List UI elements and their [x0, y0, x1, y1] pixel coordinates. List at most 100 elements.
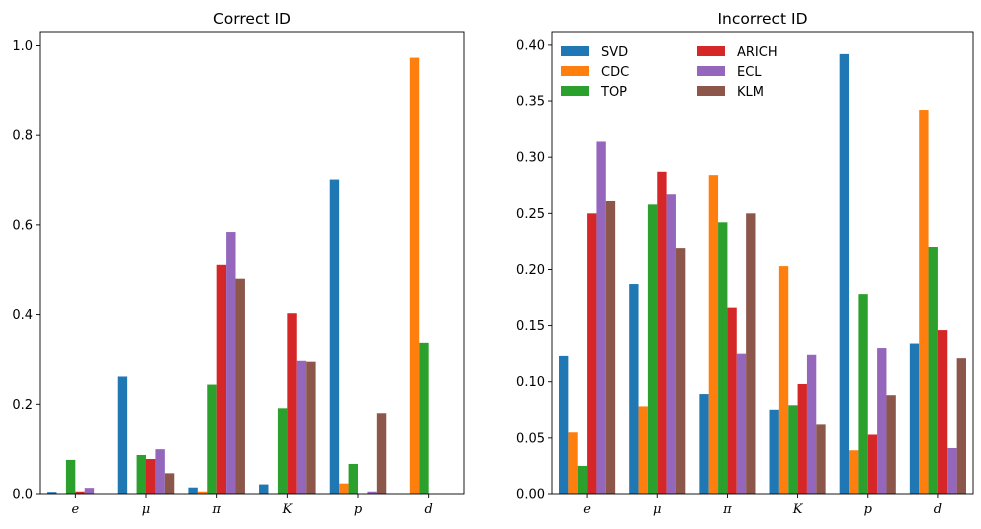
bar-cdc-3	[778, 266, 789, 494]
y-tick-label: 0.10	[516, 375, 545, 390]
bar-arich-0	[75, 491, 85, 494]
bar-ecl-4	[877, 348, 887, 494]
y-tick-label: 0.4	[12, 308, 33, 323]
bar-top-0	[577, 465, 588, 494]
bar-svd-4	[839, 53, 850, 495]
legend-label-cdc: CDC	[601, 65, 629, 80]
x-tick-label: K	[792, 502, 804, 517]
bar-top-1	[647, 204, 658, 495]
x-tick-label: K	[281, 502, 293, 517]
bar-ecl-1	[666, 194, 676, 495]
bar-klm-1	[675, 248, 686, 494]
legend-swatch-klm	[697, 86, 725, 96]
x-tick-label: d	[934, 502, 942, 517]
bar-ecl-0	[596, 141, 606, 494]
x-tick-label: μ	[142, 502, 150, 517]
bar-svd-2	[188, 487, 198, 494]
x-tick-label: μ	[653, 502, 661, 517]
bar-arich-5	[937, 330, 948, 494]
bar-cdc-1	[638, 406, 648, 494]
bar-ecl-3	[296, 360, 307, 494]
bar-ecl-3	[806, 354, 817, 494]
bar-top-3	[277, 408, 288, 494]
bar-arich-3	[797, 383, 807, 494]
legend: SVD CDC TOP ARICH ECL KLM	[561, 45, 778, 100]
y-tick-label: 0.05	[516, 431, 545, 446]
legend-label-klm: KLM	[737, 85, 764, 100]
y-tick-label: 0.8	[12, 129, 33, 144]
bar-top-3	[788, 405, 798, 494]
chart-title: Correct ID	[213, 10, 291, 28]
bar-ecl-2	[736, 353, 747, 494]
bar-svd-1	[117, 376, 128, 494]
bar-cdc-4	[339, 483, 349, 494]
legend-label-ecl: ECL	[737, 65, 762, 80]
bar-svd-3	[259, 484, 269, 494]
bar-svd-1	[629, 284, 639, 494]
y-tick-label: 0.00	[516, 488, 545, 503]
axes-frame	[551, 31, 974, 495]
bar-top-0	[65, 459, 76, 494]
y-tick-label: 0.0	[12, 488, 33, 503]
bar-klm-3	[306, 361, 316, 494]
bar-klm-2	[746, 213, 756, 494]
bar-klm-1	[164, 473, 175, 494]
bar-arich-1	[146, 459, 156, 494]
legend-swatch-svd	[561, 46, 589, 56]
bar-cdc-5	[409, 57, 420, 495]
bar-klm-3	[816, 424, 826, 494]
bar-ecl-0	[84, 488, 95, 494]
x-tick-label: π	[722, 502, 732, 517]
bar-arich-4	[867, 434, 878, 494]
y-tick-label: 0.40	[516, 38, 545, 53]
legend-label-arich: ARICH	[737, 45, 778, 60]
legend-label-top: TOP	[600, 85, 627, 100]
bar-top-5	[419, 342, 429, 494]
x-tick-label: d	[425, 502, 433, 517]
bar-top-1	[136, 454, 146, 494]
y-tick-label: 0.30	[516, 151, 545, 166]
bar-cdc-4	[849, 450, 859, 494]
bar-top-5	[928, 247, 938, 494]
x-tick-label: e	[583, 502, 591, 517]
x-tick-label: e	[71, 502, 79, 517]
bar-cdc-2	[708, 175, 719, 494]
chart-panel-1: 0.00 0.05 0.10 0.15 0.20 0.25 0.30 0.35 0.40 e μ π K…	[516, 10, 974, 517]
bar-klm-2	[235, 278, 245, 494]
x-tick-label: π	[211, 502, 221, 517]
y-tick-label: 0.25	[516, 207, 545, 222]
bar-arich-2	[727, 307, 737, 494]
bar-arich-1	[657, 171, 667, 494]
x-tick-label: p	[354, 502, 363, 517]
y-tick-label: 0.15	[516, 319, 545, 334]
legend-swatch-top	[561, 86, 589, 96]
bar-top-2	[207, 384, 217, 494]
y-tick-label: 1.0	[12, 39, 33, 54]
bar-ecl-4	[367, 491, 377, 494]
legend-label-svd: SVD	[601, 45, 628, 60]
y-tick-label: 0.35	[516, 95, 545, 110]
bar-klm-5	[956, 358, 966, 494]
bar-top-4	[858, 294, 868, 494]
bar-ecl-5	[947, 447, 957, 494]
bar-arich-0	[587, 213, 597, 494]
bar-cdc-5	[919, 110, 929, 494]
bar-top-4	[348, 463, 358, 494]
axes-frame	[39, 31, 465, 495]
bar-klm-0	[605, 200, 616, 495]
bar-svd-0	[559, 355, 569, 494]
legend-swatch-arich	[697, 46, 725, 56]
bar-arich-3	[287, 313, 297, 494]
y-tick-label: 0.2	[12, 398, 33, 413]
bar-klm-4	[376, 413, 387, 494]
bar-cdc-2	[197, 491, 208, 494]
y-tick-label: 0.20	[516, 263, 545, 278]
legend-swatch-cdc	[561, 66, 589, 76]
bar-svd-3	[769, 409, 779, 494]
x-tick-label: p	[864, 502, 873, 517]
bar-svd-5	[909, 343, 920, 494]
bar-svd-4	[329, 179, 340, 495]
bar-klm-4	[886, 395, 896, 494]
